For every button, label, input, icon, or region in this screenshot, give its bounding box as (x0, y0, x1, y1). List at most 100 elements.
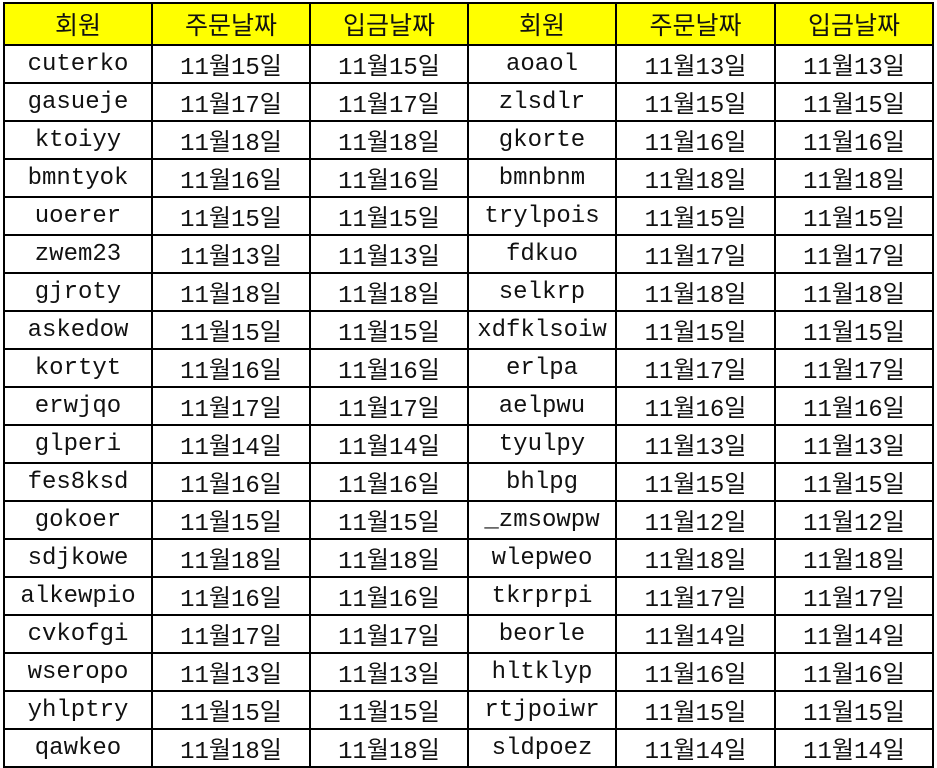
cell-order-date[interactable]: 11월17일 (151, 386, 311, 426)
cell-member[interactable]: bmnbnm (467, 158, 617, 198)
cell-member[interactable]: tyulpy (467, 424, 617, 464)
cell-member[interactable]: _zmsowpw (467, 500, 617, 540)
cell-payment-date[interactable]: 11월17일 (774, 348, 934, 388)
cell-payment-date[interactable]: 11월17일 (309, 386, 469, 426)
cell-member[interactable]: ktoiyy (3, 120, 153, 160)
cell-member[interactable]: wlepweo (467, 538, 617, 578)
cell-member[interactable]: kortyt (3, 348, 153, 388)
cell-order-date[interactable]: 11월15일 (151, 690, 311, 730)
cell-payment-date[interactable]: 11월16일 (774, 386, 934, 426)
cell-payment-date[interactable]: 11월17일 (309, 614, 469, 654)
cell-member[interactable]: zwem23 (3, 234, 153, 274)
cell-order-date[interactable]: 11월16일 (615, 120, 776, 160)
cell-order-date[interactable]: 11월18일 (151, 728, 311, 768)
cell-member[interactable]: gasueje (3, 82, 153, 122)
header-payment-date[interactable]: 입금날짜 (309, 2, 469, 46)
cell-member[interactable]: zlsdlr (467, 82, 617, 122)
cell-member[interactable]: fdkuo (467, 234, 617, 274)
cell-payment-date[interactable]: 11월15일 (309, 500, 469, 540)
cell-member[interactable]: alkewpio (3, 576, 153, 616)
cell-member[interactable]: yhlptry (3, 690, 153, 730)
cell-member[interactable]: xdfklsoiw (467, 310, 617, 350)
cell-order-date[interactable]: 11월18일 (615, 538, 776, 578)
cell-member[interactable]: gjroty (3, 272, 153, 312)
cell-order-date[interactable]: 11월16일 (151, 158, 311, 198)
cell-payment-date[interactable]: 11월15일 (774, 82, 934, 122)
cell-order-date[interactable]: 11월13일 (615, 424, 776, 464)
cell-member[interactable]: glperi (3, 424, 153, 464)
cell-member[interactable]: gokoer (3, 500, 153, 540)
header-member[interactable]: 회원 (3, 2, 153, 46)
cell-payment-date[interactable]: 11월16일 (774, 120, 934, 160)
cell-member[interactable]: erlpa (467, 348, 617, 388)
cell-member[interactable]: selkrp (467, 272, 617, 312)
cell-member[interactable]: bhlpg (467, 462, 617, 502)
cell-payment-date[interactable]: 11월14일 (774, 728, 934, 768)
cell-payment-date[interactable]: 11월18일 (309, 538, 469, 578)
cell-payment-date[interactable]: 11월15일 (309, 690, 469, 730)
cell-order-date[interactable]: 11월15일 (151, 310, 311, 350)
cell-payment-date[interactable]: 11월16일 (309, 576, 469, 616)
cell-member[interactable]: fes8ksd (3, 462, 153, 502)
cell-order-date[interactable]: 11월15일 (615, 82, 776, 122)
cell-order-date[interactable]: 11월14일 (151, 424, 311, 464)
cell-order-date[interactable]: 11월17일 (615, 576, 776, 616)
cell-member[interactable]: aelpwu (467, 386, 617, 426)
cell-member[interactable]: qawkeo (3, 728, 153, 768)
cell-order-date[interactable]: 11월16일 (151, 576, 311, 616)
cell-order-date[interactable]: 11월12일 (615, 500, 776, 540)
cell-payment-date[interactable]: 11월15일 (774, 310, 934, 350)
cell-payment-date[interactable]: 11월13일 (774, 424, 934, 464)
cell-member[interactable]: gkorte (467, 120, 617, 160)
cell-order-date[interactable]: 11월17일 (151, 82, 311, 122)
cell-payment-date[interactable]: 11월16일 (774, 652, 934, 692)
header-member[interactable]: 회원 (467, 2, 617, 46)
cell-payment-date[interactable]: 11월18일 (774, 272, 934, 312)
cell-member[interactable]: sldpoez (467, 728, 617, 768)
cell-payment-date[interactable]: 11월18일 (774, 158, 934, 198)
cell-order-date[interactable]: 11월14일 (615, 728, 776, 768)
cell-member[interactable]: cvkofgi (3, 614, 153, 654)
cell-payment-date[interactable]: 11월13일 (309, 234, 469, 274)
cell-order-date[interactable]: 11월18일 (615, 272, 776, 312)
cell-order-date[interactable]: 11월13일 (615, 44, 776, 84)
cell-order-date[interactable]: 11월13일 (151, 652, 311, 692)
cell-payment-date[interactable]: 11월17일 (774, 234, 934, 274)
cell-payment-date[interactable]: 11월15일 (309, 310, 469, 350)
cell-order-date[interactable]: 11월15일 (151, 44, 311, 84)
cell-payment-date[interactable]: 11월18일 (309, 272, 469, 312)
cell-order-date[interactable]: 11월15일 (615, 196, 776, 236)
cell-payment-date[interactable]: 11월14일 (774, 614, 934, 654)
cell-order-date[interactable]: 11월17일 (615, 234, 776, 274)
cell-order-date[interactable]: 11월18일 (615, 158, 776, 198)
cell-payment-date[interactable]: 11월15일 (309, 196, 469, 236)
cell-order-date[interactable]: 11월17일 (615, 348, 776, 388)
cell-payment-date[interactable]: 11월16일 (309, 348, 469, 388)
cell-payment-date[interactable]: 11월16일 (309, 462, 469, 502)
cell-payment-date[interactable]: 11월12일 (774, 500, 934, 540)
cell-order-date[interactable]: 11월17일 (151, 614, 311, 654)
cell-payment-date[interactable]: 11월13일 (309, 652, 469, 692)
cell-order-date[interactable]: 11월16일 (615, 652, 776, 692)
cell-member[interactable]: erwjqo (3, 386, 153, 426)
cell-member[interactable]: trylpois (467, 196, 617, 236)
cell-payment-date[interactable]: 11월16일 (309, 158, 469, 198)
cell-member[interactable]: rtjpoiwr (467, 690, 617, 730)
cell-member[interactable]: askedow (3, 310, 153, 350)
cell-payment-date[interactable]: 11월17일 (309, 82, 469, 122)
cell-order-date[interactable]: 11월15일 (151, 196, 311, 236)
cell-payment-date[interactable]: 11월15일 (774, 690, 934, 730)
cell-member[interactable]: wseropo (3, 652, 153, 692)
cell-member[interactable]: hltklyp (467, 652, 617, 692)
cell-order-date[interactable]: 11월18일 (151, 538, 311, 578)
cell-order-date[interactable]: 11월16일 (151, 462, 311, 502)
cell-member[interactable]: uoerer (3, 196, 153, 236)
cell-payment-date[interactable]: 11월18일 (309, 728, 469, 768)
cell-member[interactable]: tkrprpi (467, 576, 617, 616)
cell-order-date[interactable]: 11월15일 (615, 310, 776, 350)
header-order-date[interactable]: 주문날짜 (615, 2, 776, 46)
cell-member[interactable]: bmntyok (3, 158, 153, 198)
cell-order-date[interactable]: 11월14일 (615, 614, 776, 654)
cell-payment-date[interactable]: 11월15일 (774, 462, 934, 502)
cell-order-date[interactable]: 11월13일 (151, 234, 311, 274)
